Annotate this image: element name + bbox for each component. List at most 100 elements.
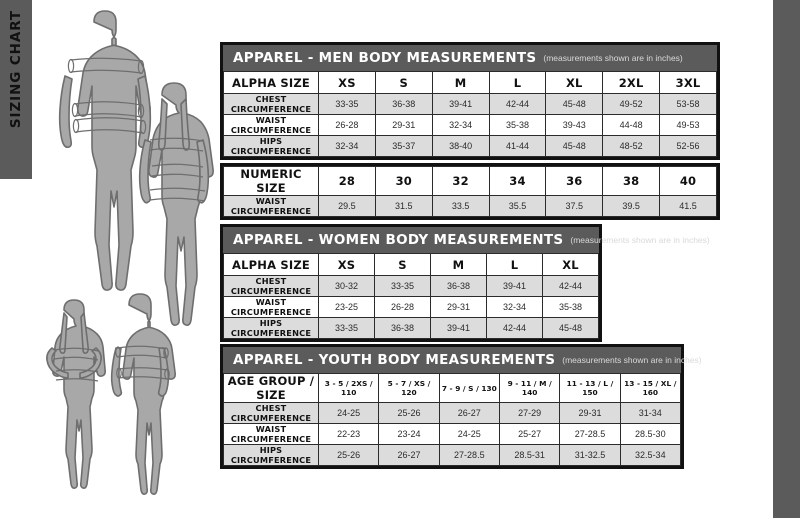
table-cell: 45-48 — [545, 93, 604, 115]
table-header-row: ALPHA SIZE XS S M L XL 2XL 3XL — [223, 71, 717, 94]
table-cell: 52-56 — [659, 135, 717, 157]
table-cell: 24-25 — [317, 402, 380, 424]
table-cell: 42-44 — [486, 317, 543, 339]
men-row-label-chest: CHEST CIRCUMFERENCE — [223, 93, 319, 115]
table-cell: 26-27 — [438, 402, 500, 424]
women-table-subtitle: (measurements shown are in inches) — [570, 234, 710, 245]
numeric-size-table: NUMERIC SIZE 28 30 32 34 36 38 40 WAIST … — [220, 163, 720, 220]
table-cell: 38-40 — [431, 135, 490, 157]
youth-col-3: 7 - 9 / S / 130 — [438, 373, 500, 403]
table-cell: 42-44 — [542, 275, 599, 297]
men-size-type-label: ALPHA SIZE — [223, 71, 319, 94]
table-cell: 37.5 — [545, 195, 604, 217]
table-cell: 53-58 — [659, 93, 717, 115]
men-table-subtitle: (measurements shown are in inches) — [543, 52, 683, 63]
youth-row-label-waist: WAIST CIRCUMFERENCE — [223, 423, 319, 445]
numeric-col-28: 28 — [318, 166, 376, 196]
table-cell: 42-44 — [488, 93, 547, 115]
table-row: HIPS CIRCUMFERENCE 32-34 35-37 38-40 41-… — [223, 135, 717, 157]
table-cell: 48-52 — [602, 135, 661, 157]
table-cell: 36-38 — [374, 317, 431, 339]
youth-table-title: APPAREL - YOUTH BODY MEASUREMENTS — [233, 352, 556, 368]
table-cell: 27-29 — [498, 402, 561, 424]
table-cell: 35-38 — [488, 114, 547, 136]
table-cell: 26-27 — [378, 444, 440, 466]
men-row-label-hips: HIPS CIRCUMFERENCE — [223, 135, 319, 157]
table-cell: 45-48 — [542, 317, 599, 339]
table-header-row: AGE GROUP / SIZE 3 - 5 / 2XS / 110 5 - 7… — [223, 373, 682, 403]
youth-table-subtitle: (measurements shown are in inches) — [562, 354, 702, 365]
woman-silhouette-icon — [138, 82, 214, 326]
women-table-title: APPAREL - WOMEN BODY MEASUREMENTS — [233, 232, 564, 248]
men-table-header: APPAREL - MEN BODY MEASUREMENTS (measure… — [223, 45, 717, 71]
table-cell: 27-28.5 — [438, 444, 500, 466]
sidebar: SIZING CHART — [0, 0, 32, 179]
women-measurements-table: APPAREL - WOMEN BODY MEASUREMENTS (measu… — [220, 224, 710, 342]
men-col-l: L — [488, 71, 547, 94]
table-cell: 35-37 — [374, 135, 433, 157]
table-cell: 35-38 — [542, 296, 599, 318]
women-col-xs: XS — [318, 253, 375, 276]
numeric-col-32: 32 — [431, 166, 490, 196]
numeric-col-36: 36 — [545, 166, 604, 196]
women-table-header: APPAREL - WOMEN BODY MEASUREMENTS (measu… — [223, 227, 710, 253]
men-row-label-waist: WAIST CIRCUMFERENCE — [223, 114, 319, 136]
youth-table-header: APPAREL - YOUTH BODY MEASUREMENTS (measu… — [223, 347, 702, 373]
table-cell: 25-26 — [378, 402, 440, 424]
table-cell: 26-28 — [374, 296, 431, 318]
table-cell: 39-41 — [486, 275, 543, 297]
table-row: CHEST CIRCUMFERENCE 24-25 25-26 26-27 27… — [223, 402, 682, 424]
table-cell: 32-34 — [431, 114, 490, 136]
table-cell: 32-34 — [318, 135, 376, 157]
table-cell: 23-25 — [318, 296, 375, 318]
youth-col-6: 13 - 15 / XL / 160 — [619, 373, 682, 403]
numeric-col-40: 40 — [659, 166, 717, 196]
body-figures-illustration — [34, 0, 220, 518]
men-measurements-table: APPAREL - MEN BODY MEASUREMENTS (measure… — [220, 42, 720, 160]
table-cell: 29.5 — [318, 195, 376, 217]
table-cell: 26-28 — [318, 114, 376, 136]
youth-col-5: 11 - 13 / L / 150 — [559, 373, 621, 403]
table-row: WAIST CIRCUMFERENCE 29.5 31.5 33.5 35.5 … — [223, 195, 717, 217]
men-col-2xl: 2XL — [602, 71, 661, 94]
table-cell: 33-35 — [318, 93, 376, 115]
table-cell: 41-44 — [488, 135, 547, 157]
woman-measurement-bands — [149, 137, 206, 202]
table-header-row: ALPHA SIZE XS S M L XL — [223, 253, 599, 276]
men-col-xs: XS — [318, 71, 376, 94]
table-row: HIPS CIRCUMFERENCE 33-35 36-38 39-41 42-… — [223, 317, 599, 339]
numeric-row-label-waist: WAIST CIRCUMFERENCE — [223, 195, 319, 217]
table-cell: 45-48 — [545, 135, 604, 157]
numeric-col-30: 30 — [374, 166, 433, 196]
women-row-label-chest: CHEST CIRCUMFERENCE — [223, 275, 319, 297]
youth-size-type-label: AGE GROUP / SIZE — [223, 373, 319, 403]
youth-measurements-table: APPAREL - YOUTH BODY MEASUREMENTS (measu… — [220, 344, 702, 469]
man-measurement-bands — [67, 57, 147, 135]
table-row: WAIST CIRCUMFERENCE 22-23 23-24 24-25 25… — [223, 423, 682, 445]
table-row: WAIST CIRCUMFERENCE 26-28 29-31 32-34 35… — [223, 114, 717, 136]
table-row: HIPS CIRCUMFERENCE 25-26 26-27 27-28.5 2… — [223, 444, 682, 466]
table-cell: 39-41 — [430, 317, 487, 339]
table-header-row: NUMERIC SIZE 28 30 32 34 36 38 40 — [223, 166, 717, 196]
table-cell: 33.5 — [431, 195, 490, 217]
women-col-xl: XL — [542, 253, 599, 276]
boy-silhouette-icon — [110, 293, 176, 495]
men-table-title: APPAREL - MEN BODY MEASUREMENTS — [233, 50, 537, 66]
men-col-xl: XL — [545, 71, 604, 94]
table-cell: 29-31 — [374, 114, 433, 136]
table-cell: 39-43 — [545, 114, 604, 136]
table-cell: 30-32 — [318, 275, 375, 297]
men-col-m: M — [431, 71, 490, 94]
table-row: WAIST CIRCUMFERENCE 23-25 26-28 29-31 32… — [223, 296, 599, 318]
table-cell: 39.5 — [602, 195, 661, 217]
women-row-label-hips: HIPS CIRCUMFERENCE — [223, 317, 319, 339]
table-cell: 41.5 — [659, 195, 717, 217]
boy-measurement-bands — [115, 345, 170, 380]
table-row: CHEST CIRCUMFERENCE 30-32 33-35 36-38 39… — [223, 275, 599, 297]
table-cell: 33-35 — [374, 275, 431, 297]
men-col-s: S — [374, 71, 433, 94]
numeric-col-38: 38 — [602, 166, 661, 196]
table-cell: 33-35 — [318, 317, 375, 339]
men-col-3xl: 3XL — [659, 71, 717, 94]
